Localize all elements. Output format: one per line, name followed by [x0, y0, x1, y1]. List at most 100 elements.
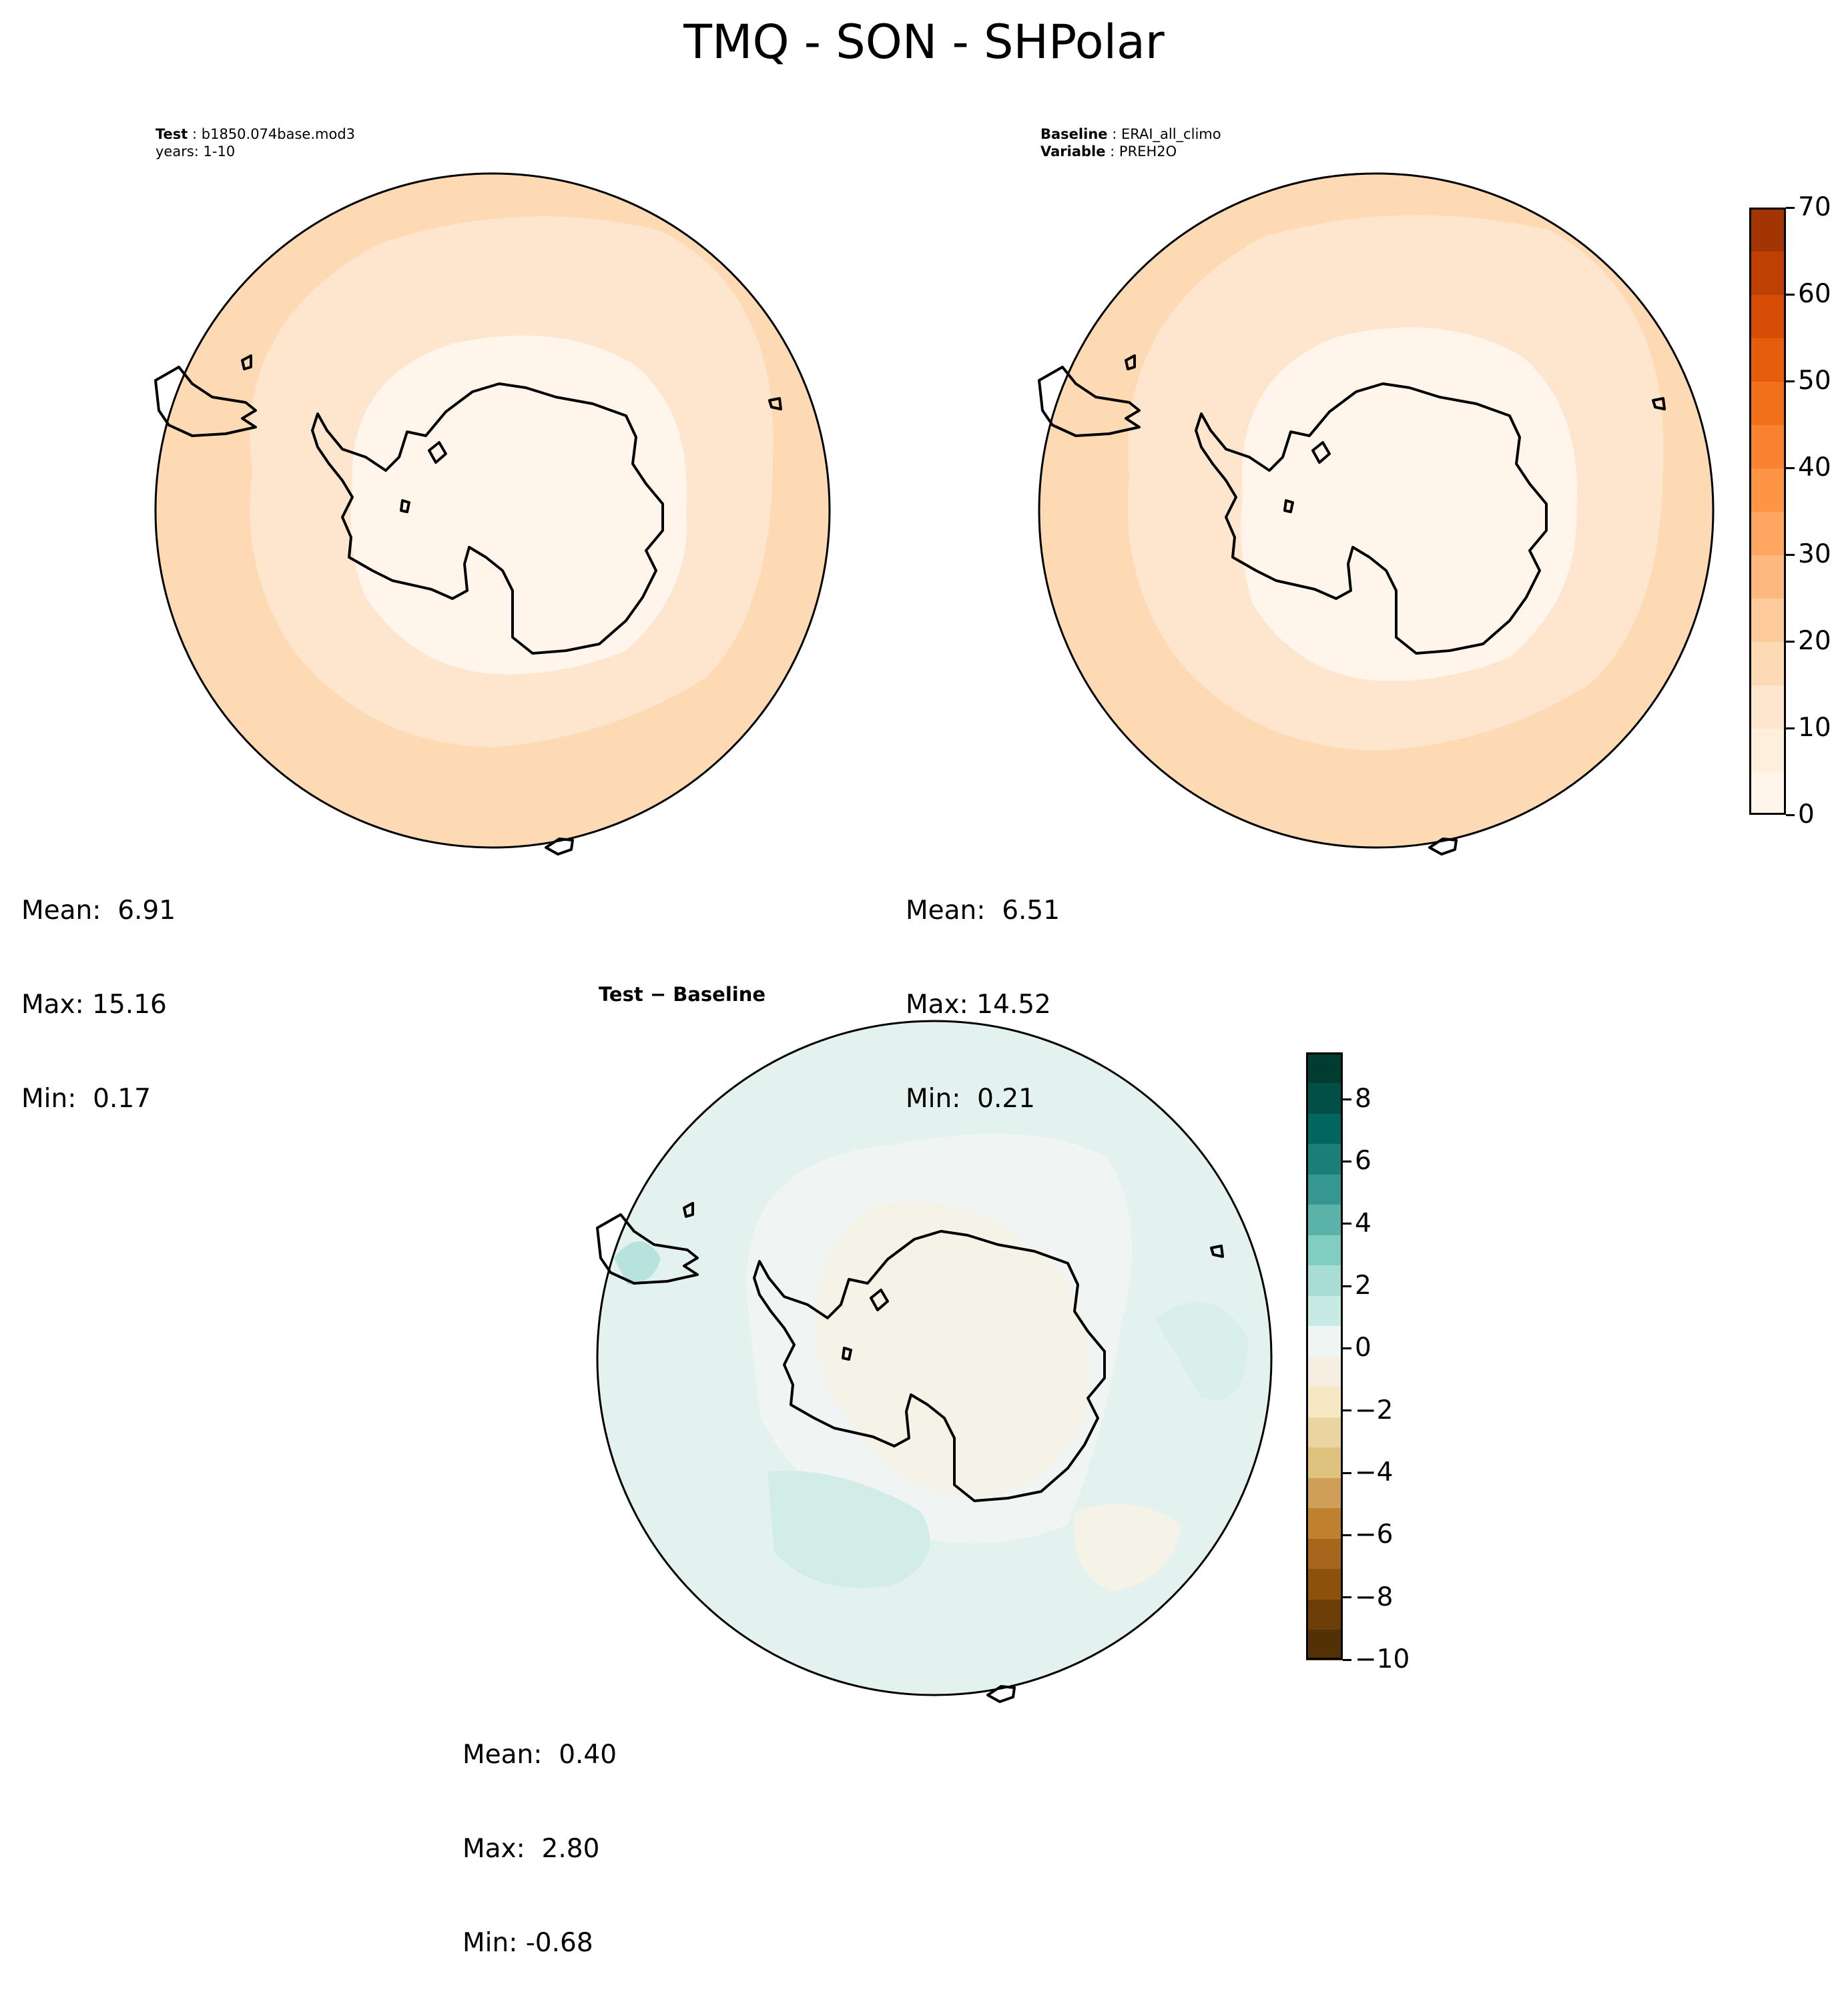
colorbar-tick: [1343, 1658, 1351, 1661]
colorbar-tick: [1786, 466, 1795, 469]
colorbar-frame: [1306, 1052, 1343, 1660]
colorbar-tick: [1343, 1160, 1351, 1163]
colorbar-segment: [1306, 1386, 1343, 1417]
baseline-max: Max: 14.52: [906, 990, 1051, 1020]
test-min: Min: 0.17: [21, 1084, 151, 1114]
colorbar-segment: [1749, 208, 1786, 252]
difference-stats: Mean: 0.40 Max: 2.80 Min: -0.68: [463, 1676, 617, 1990]
colorbar-tick-label: 60: [1798, 279, 1831, 309]
colorbar-segment: [1306, 1356, 1343, 1387]
colorbar-segment: [1749, 468, 1786, 512]
colorbar-tick: [1343, 1098, 1351, 1100]
colorbar-tick: [1343, 1471, 1351, 1474]
colorbar-segment: [1749, 381, 1786, 425]
absolute-colorbar: [1749, 208, 1786, 815]
test-max: Max: 15.16: [21, 990, 167, 1020]
colorbar-tick: [1786, 640, 1795, 643]
test-mean: Mean: 6.91: [21, 896, 176, 926]
colorbar-segment: [1306, 1538, 1343, 1570]
colorbar-tick-label: 0: [1798, 799, 1815, 830]
colorbar-tick: [1343, 1409, 1351, 1412]
difference-map-panel: [596, 1020, 1273, 1703]
test-panel-info: Test : b1850.074base.mod3 years: 1-10: [156, 126, 356, 159]
colorbar-segment: [1306, 1508, 1343, 1539]
colorbar-tick: [1786, 553, 1795, 556]
colorbar-segment: [1306, 1477, 1343, 1509]
colorbar-segment: [1749, 294, 1786, 338]
colorbar-tick-label: 40: [1798, 452, 1831, 482]
colorbar-tick-label: −4: [1355, 1457, 1394, 1487]
difference-min: Min: -0.68: [463, 1928, 593, 1958]
test-label: Test: [156, 126, 188, 142]
colorbar-tick-label: −8: [1355, 1582, 1394, 1612]
difference-panel-title: Test − Baseline: [599, 983, 766, 1006]
colorbar-tick: [1343, 1285, 1351, 1287]
colorbar-tick: [1343, 1596, 1351, 1599]
colorbar-tick-label: 2: [1355, 1271, 1371, 1301]
colorbar-segment: [1306, 1052, 1343, 1084]
colorbar-segment: [1306, 1174, 1343, 1205]
colorbar-tick-label: 50: [1798, 366, 1831, 396]
colorbar-segment: [1749, 728, 1786, 772]
colorbar-tick: [1786, 206, 1795, 209]
colorbar-segment: [1306, 1629, 1343, 1660]
colorbar-segment: [1749, 251, 1786, 295]
colorbar-segment: [1306, 1143, 1343, 1175]
baseline-stats: Mean: 6.51 Max: 14.52 Min: 0.21: [906, 832, 1060, 1146]
baseline-panel-info: Baseline : ERAI_all_climo Variable : PRE…: [1040, 126, 1221, 159]
difference-mean: Mean: 0.40: [463, 1740, 617, 1770]
variable-label: Variable: [1040, 143, 1106, 159]
colorbar-segment: [1749, 424, 1786, 468]
colorbar-segment: [1749, 511, 1786, 555]
colorbar-tick-label: 8: [1355, 1084, 1371, 1114]
colorbar-tick: [1786, 813, 1795, 816]
colorbar-tick: [1786, 380, 1795, 382]
colorbar-segment: [1306, 1295, 1343, 1327]
colorbar-frame: [1749, 208, 1786, 815]
colorbar-segment: [1306, 1235, 1343, 1266]
colorbar-tick-label: 10: [1798, 713, 1831, 743]
difference-colorbar: [1306, 1052, 1343, 1660]
colorbar-tick-label: 30: [1798, 539, 1831, 569]
colorbar-segment: [1306, 1599, 1343, 1630]
colorbar-segment: [1749, 685, 1786, 729]
colorbar-segment: [1749, 598, 1786, 642]
colorbar-tick-label: 20: [1798, 626, 1831, 656]
test-years: years: 1-10: [156, 143, 236, 159]
colorbar-tick-label: −2: [1355, 1395, 1394, 1425]
colorbar-tick: [1786, 293, 1795, 296]
colorbar-tick-label: 6: [1355, 1146, 1371, 1177]
colorbar-segment: [1306, 1082, 1343, 1114]
colorbar-tick-label: 4: [1355, 1208, 1371, 1239]
colorbar-segment: [1306, 1447, 1343, 1478]
figure-canvas: [154, 172, 1715, 1703]
colorbar-tick: [1343, 1223, 1351, 1225]
colorbar-tick-label: 0: [1355, 1333, 1371, 1363]
colorbar-segment: [1306, 1417, 1343, 1448]
colorbar-segment: [1749, 338, 1786, 382]
colorbar-segment: [1306, 1325, 1343, 1357]
baseline-label: Baseline: [1040, 126, 1108, 142]
baseline-map-panel: [1038, 172, 1715, 856]
test-case-name: b1850.074base.mod3: [201, 126, 356, 142]
colorbar-segment: [1306, 1204, 1343, 1235]
colorbar-tick: [1343, 1347, 1351, 1349]
test-stats: Mean: 6.91 Max: 15.16 Min: 0.17: [21, 832, 176, 1146]
colorbar-tick: [1786, 727, 1795, 729]
baseline-mean: Mean: 6.51: [906, 896, 1060, 926]
figure-title: TMQ - SON - SHPolar: [683, 15, 1165, 69]
variable-name: PREH2O: [1119, 143, 1177, 159]
colorbar-segment: [1749, 771, 1786, 815]
colorbar-tick: [1343, 1534, 1351, 1536]
colorbar-segment: [1306, 1265, 1343, 1296]
baseline-min: Min: 0.21: [906, 1084, 1035, 1114]
difference-max: Max: 2.80: [463, 1834, 600, 1864]
colorbar-tick-label: 70: [1798, 192, 1831, 222]
colorbar-tick-label: −10: [1355, 1644, 1410, 1674]
colorbar-segment: [1749, 641, 1786, 685]
test-map-panel: [154, 172, 831, 856]
colorbar-tick-label: −6: [1355, 1520, 1394, 1550]
colorbar-segment: [1749, 555, 1786, 599]
colorbar-segment: [1306, 1568, 1343, 1600]
baseline-case-name: ERAI_all_climo: [1121, 126, 1221, 142]
